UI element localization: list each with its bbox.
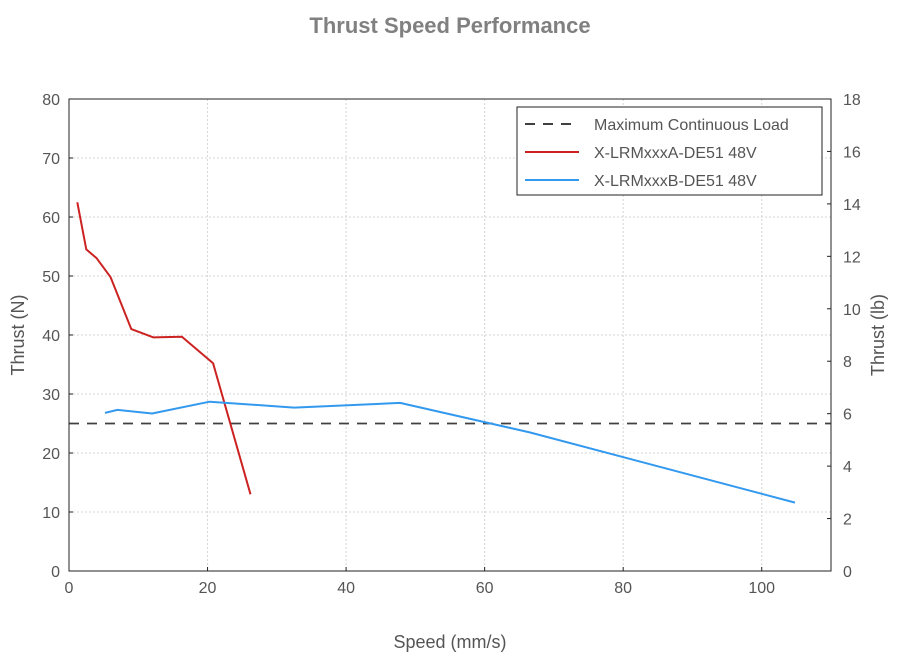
x-tick-label: 100 [748,580,775,597]
left-tick-label: 40 [42,328,60,345]
chart-title: Thrust Speed Performance [309,13,590,38]
right-tick-label: 0 [843,564,852,581]
left-tick-label: 70 [42,151,60,168]
y-axis-label-left: Thrust (N) [8,295,28,376]
right-tick-label: 8 [843,354,852,371]
legend-label-3: X-LRMxxxB-DE51 48V [594,173,757,190]
series-layer [69,202,831,504]
right-tick-label: 16 [843,144,861,161]
right-tick-label: 14 [843,197,861,214]
legend-label-2: X-LRMxxxA-DE51 48V [594,145,757,162]
x-axis-label: Speed (mm/s) [393,632,506,652]
x-axis-ticks: 0 20 40 60 80 100 [65,567,775,597]
x-tick-label: 60 [476,580,494,597]
left-tick-label: 20 [42,446,60,463]
x-tick-label: 20 [199,580,217,597]
x-tick-label: 80 [614,580,632,597]
series-line-3 [104,400,796,504]
y-axis-label-right: Thrust (lb) [868,294,888,376]
right-tick-label: 10 [843,302,861,319]
right-tick-label: 2 [843,512,852,529]
right-tick-label: 18 [843,92,861,109]
left-axis-ticks: 0 10 20 30 40 50 60 70 80 [42,92,73,581]
legend: Maximum Continuous Load X-LRMxxxA-DE51 48… [516,106,823,196]
series-line-2 [76,202,252,495]
grid [69,99,831,571]
right-tick-label: 4 [843,459,852,476]
right-axis-ticks: 0 2 4 6 8 10 12 14 16 18 [827,92,861,581]
left-tick-label: 10 [42,505,60,522]
left-tick-label: 60 [42,210,60,227]
left-tick-label: 80 [42,92,60,109]
x-tick-label: 40 [337,580,355,597]
left-tick-label: 50 [42,269,60,286]
right-tick-label: 6 [843,407,852,424]
left-tick-label: 0 [51,564,60,581]
legend-label-1: Maximum Continuous Load [594,117,789,134]
right-tick-label: 12 [843,249,861,266]
left-tick-label: 30 [42,387,60,404]
x-tick-label: 0 [65,580,74,597]
